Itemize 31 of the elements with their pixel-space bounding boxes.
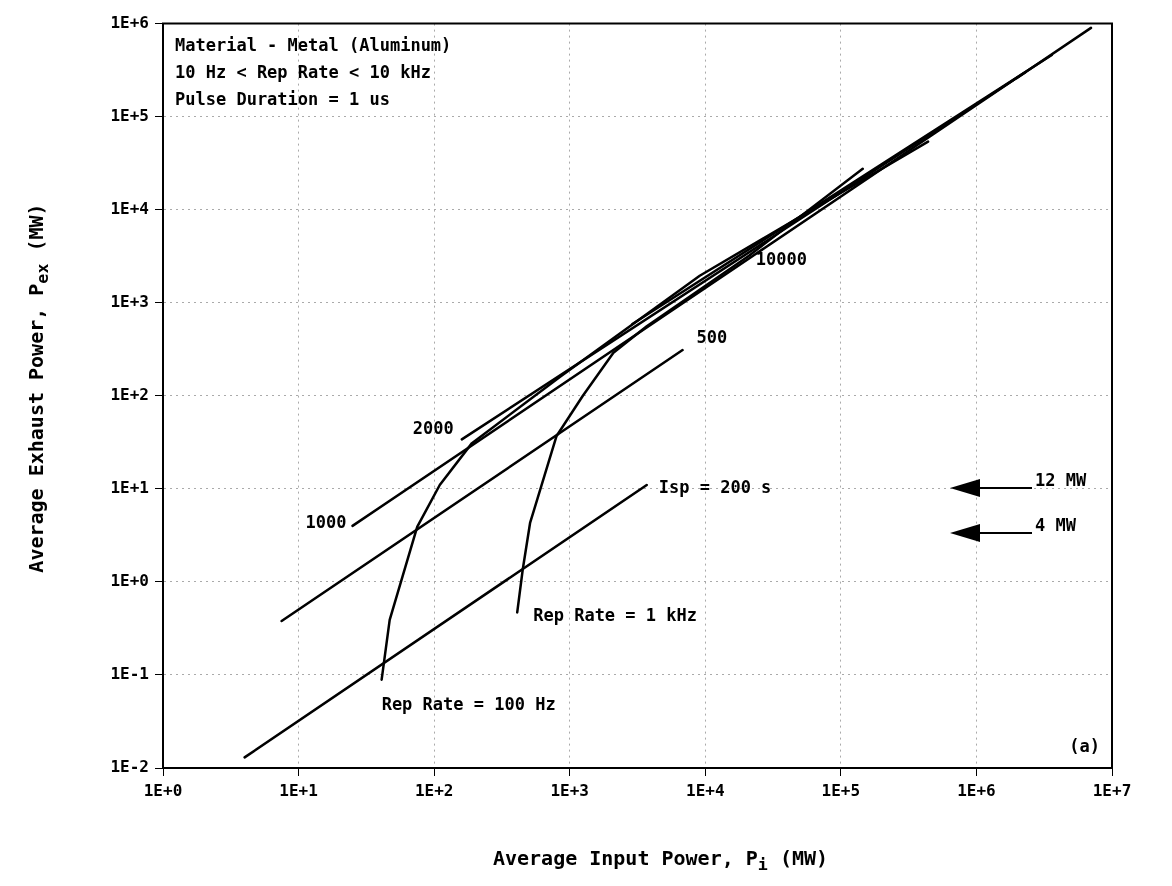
x-tick-label: 1E+7 xyxy=(1092,780,1132,800)
y-tick-label: 1E-2 xyxy=(110,757,149,777)
series-label: Rep Rate = 1 kHz xyxy=(533,604,697,625)
series-label: 2000 xyxy=(412,417,454,438)
y-tick-label: 1E+2 xyxy=(110,384,149,404)
x-tick-label: 1E+2 xyxy=(414,780,454,800)
x-tick-label: 1E+6 xyxy=(957,780,996,800)
x-tick-label: 1E+3 xyxy=(550,780,589,800)
annotation: 12 MW xyxy=(1035,470,1087,491)
series-label: 1000 xyxy=(305,512,347,533)
series-label: 500 xyxy=(696,326,728,347)
series-label: Rep Rate = 100 Hz xyxy=(381,694,556,715)
y-tick-label: 1E-1 xyxy=(110,664,149,684)
series-label: 10000 xyxy=(755,249,808,270)
x-axis-title: Average Input Power, P$_{i}$ (MW) xyxy=(491,846,830,874)
y-tick-label: 1E+1 xyxy=(110,478,149,498)
annotation: (a) xyxy=(1069,735,1100,756)
annotation: 4 MW xyxy=(1035,515,1077,536)
x-tick-label: 1E+0 xyxy=(143,780,183,800)
y-tick-label: 1E+3 xyxy=(110,291,149,311)
x-tick-label: 1E+1 xyxy=(279,780,318,800)
y-tick-label: 1E+6 xyxy=(110,12,149,32)
annotation: Material - Metal (Aluminum) xyxy=(175,34,452,55)
series-label: Isp = 200 s xyxy=(658,477,772,498)
annotation: 10 Hz < Rep Rate < 10 kHz xyxy=(175,61,431,82)
y-tick-label: 1E+4 xyxy=(110,198,149,218)
x-tick-label: 1E+4 xyxy=(686,780,725,800)
y-tick-label: 1E+0 xyxy=(110,571,149,591)
x-tick-label: 1E+5 xyxy=(821,780,861,800)
y-tick-label: 1E+5 xyxy=(110,105,149,125)
annotation: Pulse Duration = 1 us xyxy=(175,88,390,109)
